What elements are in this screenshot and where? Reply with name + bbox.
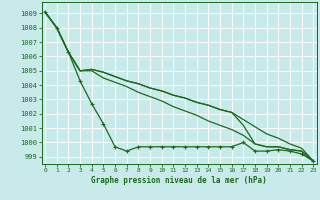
X-axis label: Graphe pression niveau de la mer (hPa): Graphe pression niveau de la mer (hPa) — [91, 176, 267, 185]
